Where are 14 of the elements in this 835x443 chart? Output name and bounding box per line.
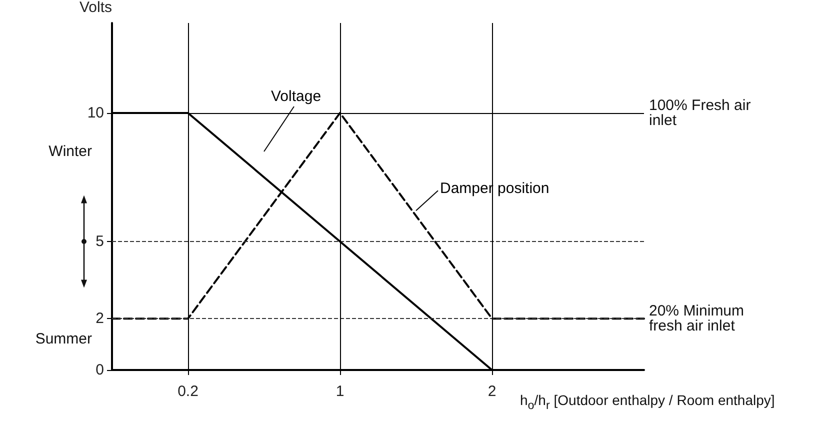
y-tick-label: 0 [96, 362, 104, 378]
text: Summer [35, 330, 92, 348]
y-tick-label: 5 [96, 232, 104, 250]
x-tick-label: 1 [336, 383, 344, 400]
x-tick-label: 2 [488, 383, 496, 400]
ref-line-label: 100% Fresh air inlet [649, 96, 755, 129]
x-axis-title: h$_{o}$/h$_{r}$ [Outdoor enthalpy / Room enthalpy] [520, 392, 775, 412]
y-tick-label: 2 [96, 310, 104, 328]
y-axis-title: Volts [79, 0, 112, 16]
ref-line-label: 20% Minimum fresh air inlet [649, 302, 748, 335]
text: Voltage [270, 88, 322, 106]
text: Winter [48, 143, 92, 160]
x-tick-label: 0.2 [178, 383, 198, 400]
y-tick-label: 10 [87, 104, 104, 122]
